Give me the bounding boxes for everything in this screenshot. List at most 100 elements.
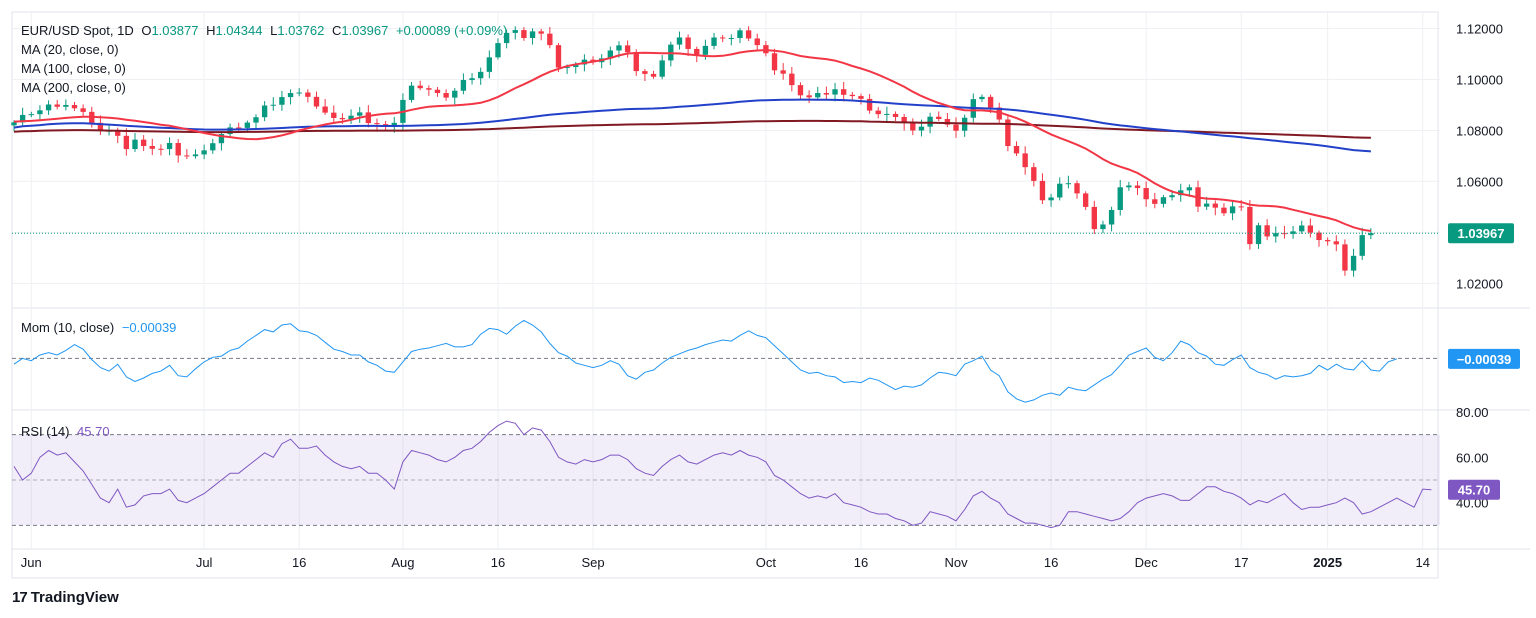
mom-value: −0.00039 bbox=[121, 320, 177, 335]
candle-body bbox=[1031, 167, 1037, 181]
candle-body bbox=[1350, 255, 1357, 271]
rsi-legend[interactable]: RSI (14) 45.70 bbox=[21, 423, 114, 440]
candle-body bbox=[132, 139, 138, 150]
candle-body bbox=[460, 80, 467, 91]
candle-body bbox=[849, 94, 855, 97]
candle-body bbox=[158, 148, 164, 150]
candle-body bbox=[1013, 146, 1020, 154]
candle-body bbox=[140, 139, 147, 147]
candle-body bbox=[296, 92, 302, 94]
candle-body bbox=[694, 48, 700, 55]
candle-body bbox=[719, 37, 726, 39]
candle-body bbox=[728, 37, 735, 39]
candle-body bbox=[184, 155, 190, 157]
candle-body bbox=[80, 108, 86, 112]
price-tick-label: 1.06000 bbox=[1456, 174, 1503, 189]
candle-body bbox=[529, 31, 536, 38]
candle-body bbox=[28, 114, 34, 116]
candle-body bbox=[1368, 233, 1374, 236]
candle-body bbox=[884, 113, 890, 115]
candle-body bbox=[1005, 119, 1011, 147]
candle-body bbox=[192, 154, 199, 157]
candle-body bbox=[1290, 231, 1296, 234]
price-pane[interactable] bbox=[11, 26, 1440, 277]
candle-body bbox=[1178, 190, 1184, 196]
candle-body bbox=[11, 122, 17, 126]
candle-body bbox=[745, 30, 752, 39]
candle-body bbox=[357, 112, 363, 116]
candle-body bbox=[564, 67, 570, 69]
axes: Jun Jul 16 Aug 16 Sep Oct 16 Nov 16 Dec 17 2025 14 1.1… bbox=[21, 22, 1503, 570]
momentum-line bbox=[13, 319, 1397, 403]
low-value: 1.03762 bbox=[277, 23, 325, 38]
candle-body bbox=[815, 93, 821, 98]
candle-body bbox=[1299, 225, 1305, 232]
candle-body bbox=[910, 123, 916, 131]
ma20-legend[interactable]: MA (20, close, 0) bbox=[21, 42, 119, 57]
candle-body bbox=[270, 104, 276, 106]
candle-body bbox=[1160, 197, 1167, 204]
mom-value-tag bbox=[1448, 348, 1520, 369]
candle-body bbox=[1117, 187, 1123, 210]
candle-body bbox=[115, 130, 121, 136]
candle-body bbox=[331, 112, 337, 118]
candle-body bbox=[1082, 193, 1089, 207]
candle-body bbox=[624, 45, 631, 53]
ma200-legend[interactable]: MA (200, close, 0) bbox=[21, 80, 126, 95]
symbol-title[interactable]: EUR/USD Spot, 1D bbox=[21, 23, 134, 38]
candle-body bbox=[486, 57, 493, 72]
x-tick-label: Dec bbox=[1135, 555, 1159, 570]
candle-body bbox=[1022, 153, 1028, 168]
candle-body bbox=[469, 78, 475, 81]
candle-body bbox=[54, 104, 60, 107]
candle-body bbox=[1108, 209, 1115, 225]
candle-body bbox=[555, 45, 562, 68]
candle-body bbox=[236, 127, 242, 129]
candle-body bbox=[1100, 224, 1106, 230]
x-tick-label: Nov bbox=[944, 555, 968, 570]
candle-body bbox=[210, 143, 216, 151]
candle-body bbox=[996, 107, 1002, 120]
x-tick-label: 17 bbox=[1234, 555, 1248, 570]
x-tick-label: 16 bbox=[491, 555, 505, 570]
candle-body bbox=[37, 110, 43, 115]
candle-body bbox=[512, 30, 518, 33]
candle-body bbox=[1359, 235, 1365, 256]
candle-body bbox=[858, 96, 864, 99]
candle-body bbox=[1186, 187, 1193, 191]
momentum-pane[interactable] bbox=[12, 319, 1440, 403]
candle-body bbox=[875, 110, 881, 115]
candle-body bbox=[789, 73, 795, 86]
candle-body bbox=[45, 104, 52, 111]
candle-body bbox=[642, 71, 648, 74]
change-value: +0.00089 (+0.09%) bbox=[395, 23, 508, 38]
candle-body bbox=[495, 43, 501, 58]
candle-body bbox=[1152, 199, 1158, 204]
ma20-line bbox=[13, 49, 1372, 232]
candle-body bbox=[538, 31, 544, 34]
candle-body bbox=[659, 60, 665, 77]
candle-body bbox=[1057, 183, 1063, 198]
rsi-label: RSI (14) bbox=[21, 424, 70, 439]
candle-body bbox=[892, 113, 899, 117]
ma100-legend[interactable]: MA (100, close, 0) bbox=[21, 61, 126, 76]
candle-body bbox=[1134, 185, 1141, 189]
candle-body bbox=[1273, 233, 1279, 237]
candle-body bbox=[452, 90, 458, 98]
rsi-pane[interactable] bbox=[12, 420, 1440, 529]
mom-legend[interactable]: Mom (10, close) −0.00039 bbox=[21, 319, 180, 336]
candle-body bbox=[676, 37, 683, 45]
candle-body bbox=[1247, 206, 1253, 245]
tradingview-brand[interactable]: 17 TradingView bbox=[12, 589, 119, 606]
candle-body bbox=[1143, 188, 1149, 200]
candle-body bbox=[840, 89, 847, 95]
candle-body bbox=[823, 93, 830, 95]
candle-body bbox=[633, 52, 639, 72]
candle-body bbox=[650, 73, 657, 77]
candle-body bbox=[253, 117, 259, 123]
candle-body bbox=[1342, 244, 1348, 271]
mom-value-label: −0.00039 bbox=[1457, 352, 1512, 367]
close-value: 1.03967 bbox=[341, 23, 389, 38]
candle-body bbox=[434, 89, 441, 94]
